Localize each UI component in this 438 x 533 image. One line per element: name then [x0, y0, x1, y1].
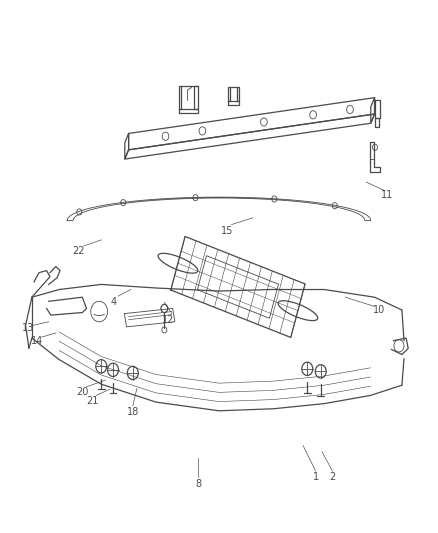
- Text: 2: 2: [329, 472, 336, 482]
- Text: 14: 14: [31, 336, 43, 346]
- Text: 18: 18: [127, 407, 139, 417]
- Text: 1: 1: [313, 472, 319, 482]
- Text: 20: 20: [76, 387, 88, 397]
- Text: 13: 13: [21, 323, 34, 333]
- Text: 8: 8: [195, 479, 201, 489]
- Text: 15: 15: [221, 225, 233, 236]
- Text: 10: 10: [373, 305, 385, 315]
- Text: 21: 21: [87, 395, 99, 406]
- Text: 4: 4: [111, 297, 117, 308]
- Text: 22: 22: [72, 246, 85, 256]
- Text: 11: 11: [381, 190, 393, 200]
- Text: 12: 12: [162, 315, 175, 325]
